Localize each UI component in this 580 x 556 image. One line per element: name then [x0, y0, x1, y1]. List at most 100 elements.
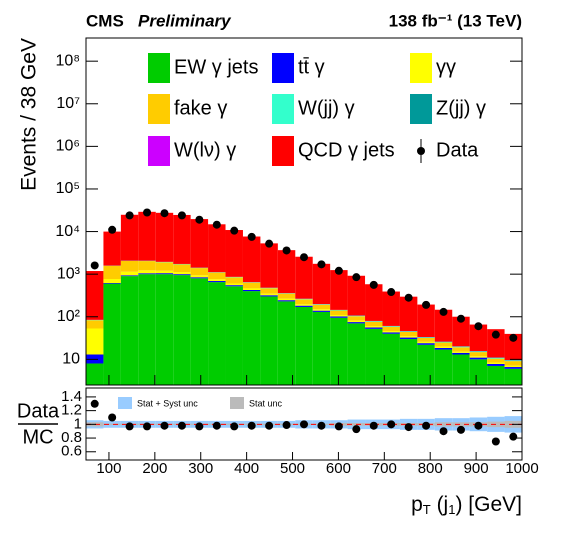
data-point	[108, 225, 117, 234]
legend-swatch	[410, 94, 432, 124]
stack-segment	[120, 260, 139, 272]
stack-segment	[330, 270, 348, 310]
ratio-point	[212, 421, 221, 430]
stack-segment	[330, 316, 348, 318]
stack-segment	[103, 265, 121, 279]
stack-segment	[208, 279, 226, 282]
stack-segment	[277, 298, 296, 301]
stack-segment	[155, 274, 174, 385]
data-point	[90, 261, 99, 270]
ratio-point	[230, 422, 239, 431]
y-tick-label: 10⁶	[56, 138, 80, 155]
stack-segment	[382, 331, 400, 333]
stack-segment	[120, 271, 139, 276]
stack-segment	[295, 304, 313, 306]
stack-segment	[312, 304, 331, 310]
stack-segment	[399, 336, 418, 338]
stack-segment	[208, 272, 226, 280]
stack-segment	[86, 320, 104, 329]
stack-segment	[138, 261, 156, 271]
y-tick-label: 10⁸	[55, 52, 80, 69]
stack-segment	[365, 326, 383, 328]
ratio-point	[439, 427, 448, 436]
ratio-point	[352, 425, 361, 434]
main-frame	[85, 37, 523, 386]
experiment: CMS	[86, 11, 124, 30]
data-point	[195, 215, 204, 224]
stack-segment	[365, 328, 383, 385]
stack-segment	[399, 339, 418, 385]
ratio-y-tick-label: 1.4	[61, 388, 82, 405]
stack-segment	[417, 304, 435, 338]
stack-segment	[208, 282, 226, 385]
stack-segment	[103, 231, 121, 266]
stack-segment	[487, 358, 505, 363]
stack-segment	[347, 322, 366, 324]
stat-band	[452, 422, 470, 427]
ratio-point	[491, 437, 500, 446]
stack-segment	[469, 357, 488, 360]
stack-segment	[138, 273, 156, 275]
stack-segment	[173, 264, 191, 273]
stack-segment	[434, 347, 453, 350]
ratio-point	[456, 425, 465, 434]
stack-segment	[434, 309, 453, 342]
stack-segment	[242, 289, 261, 292]
stack-segment	[312, 309, 331, 311]
stack-segment	[487, 357, 505, 359]
stack-segment	[382, 332, 400, 334]
stack-segment	[504, 365, 522, 368]
ratio-point	[282, 421, 291, 430]
stack-segment	[452, 352, 470, 355]
stack-segment	[487, 363, 505, 366]
stack-segment	[330, 310, 348, 315]
data-point	[334, 266, 343, 275]
data-point	[456, 314, 465, 323]
stack-segment	[452, 316, 470, 347]
y-tick-label: 10⁵	[56, 180, 80, 197]
stack-segment	[365, 284, 383, 321]
ratio-y-tick-label: 1	[74, 415, 82, 432]
x-tick-label: 400	[234, 460, 259, 477]
stack-segment	[469, 324, 488, 352]
stack-segment	[330, 317, 348, 385]
data-point	[369, 280, 378, 289]
x-tick-label: 900	[464, 460, 489, 477]
stack-segment	[487, 362, 505, 364]
stack-segment	[138, 211, 156, 261]
x-tick-label: 100	[96, 460, 121, 477]
stack-segment	[277, 293, 296, 299]
stack-segment	[242, 291, 261, 385]
x-tick-label: 800	[418, 460, 443, 477]
stack-segment	[260, 288, 278, 294]
ratio-point	[247, 421, 256, 430]
legend-label: γγ	[436, 56, 456, 78]
data-point	[230, 226, 239, 235]
legend-swatch	[272, 94, 294, 124]
stack-segment	[504, 333, 522, 361]
data-point	[282, 246, 291, 255]
stack-segment	[173, 275, 191, 385]
stack-segment	[155, 273, 174, 275]
data-point	[422, 300, 431, 309]
stack-segment	[120, 214, 139, 261]
stack-segment	[242, 282, 261, 289]
x-tick-label: 700	[372, 460, 397, 477]
stack-segment	[469, 356, 488, 358]
stack-segment	[225, 283, 243, 286]
legend-swatch	[148, 53, 170, 83]
stack-segment	[277, 301, 296, 385]
lumi: 138 fb⁻¹ (13 TeV)	[389, 11, 522, 30]
stack-segment	[260, 295, 278, 297]
ratio-point	[90, 399, 99, 408]
stack-segment	[260, 293, 278, 296]
stack-segment	[190, 277, 209, 279]
axes: 10 10² 10³ 10⁴ 10⁵ 10⁶ 10⁷ 10⁸ 0.60.811.21.4 100 2…	[55, 37, 539, 477]
stack-segment	[365, 327, 383, 329]
stack-segment	[277, 250, 296, 294]
stack-segment	[417, 344, 435, 385]
stack-segment	[452, 347, 470, 352]
ratio-label-num: Data	[17, 400, 60, 422]
stat-band	[434, 422, 453, 427]
